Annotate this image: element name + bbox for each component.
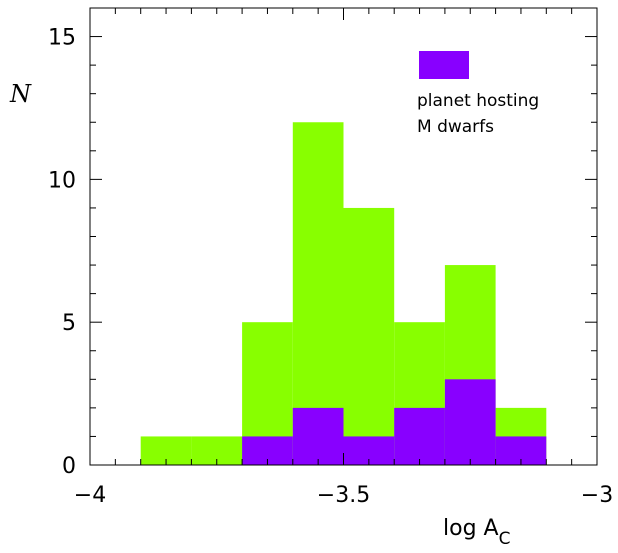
bar-planet-hosting-5 <box>394 407 445 465</box>
x-axis-label: log AC <box>443 516 510 549</box>
bar-planet-hosting-6 <box>444 379 496 465</box>
x-tick-label-0: −4 <box>74 483 106 508</box>
histogram-bars <box>140 122 547 465</box>
axis-ticks <box>89 7 598 466</box>
x-axis-label-subscript: C <box>499 529 511 549</box>
y-axis-label: N <box>9 80 32 108</box>
legend-swatch-planet-hosting <box>419 51 469 79</box>
legend-label-line1: planet hosting <box>417 91 539 111</box>
y-tick-label-2: 10 <box>48 168 76 193</box>
x-tick-label-2: −3 <box>581 483 613 508</box>
legend: planet hosting M dwarfs <box>417 51 539 137</box>
x-axis-label-main: log A <box>443 516 499 541</box>
x-tick-label-1: −3.5 <box>317 483 370 508</box>
axis-tick-labels: −4 −3.5 −3 0 5 10 15 <box>48 26 613 508</box>
bar-all-4 <box>343 207 395 465</box>
bar-planet-hosting-3 <box>292 407 344 465</box>
y-tick-label-3: 15 <box>48 26 76 51</box>
legend-label-line2: M dwarfs <box>417 117 494 137</box>
y-tick-label-1: 5 <box>62 311 76 336</box>
y-tick-label-0: 0 <box>62 454 76 479</box>
